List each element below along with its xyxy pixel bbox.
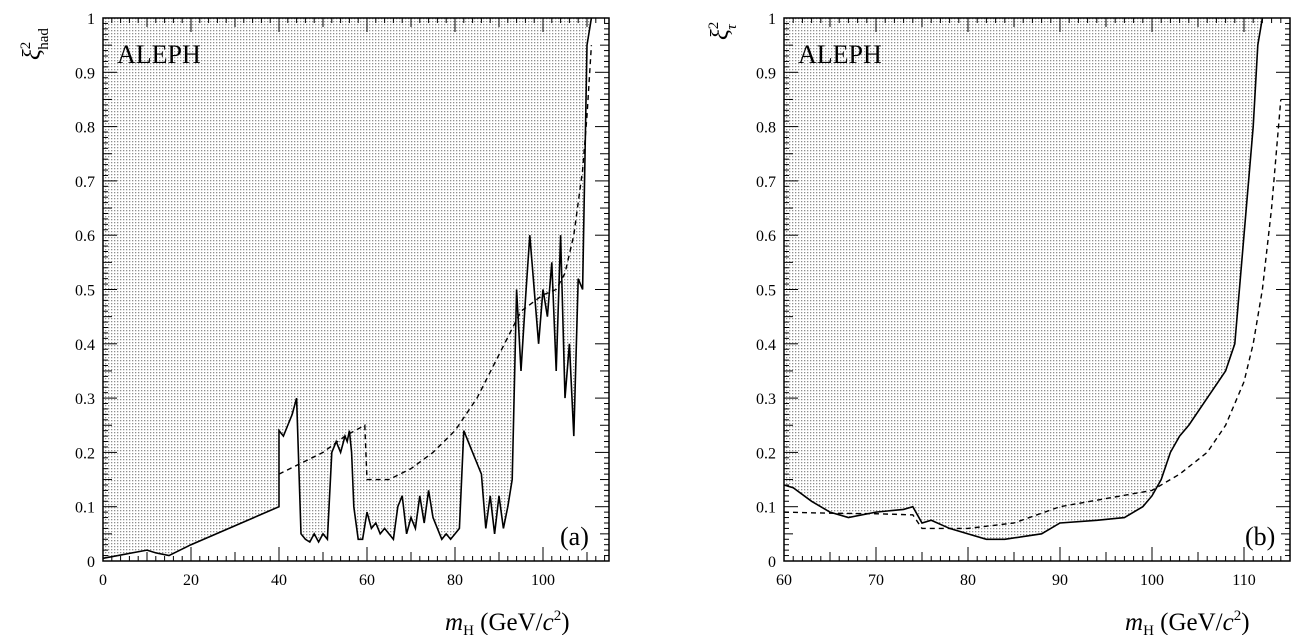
- panel-b-observed-limit-line: [783, 17, 1264, 541]
- x-tick-label: 40: [271, 572, 287, 589]
- y-tick-label: 0.2: [756, 445, 776, 462]
- x-tick-label: 70: [868, 572, 884, 589]
- panel-a-excluded-region: [103, 18, 592, 559]
- panel-b-x-axis-title: mH (GeV/c2): [1125, 608, 1250, 635]
- y-tick-label: 0.8: [756, 120, 776, 137]
- y-tick-label: 0.5: [756, 283, 776, 300]
- y-tick-label: 0.3: [756, 391, 776, 408]
- y-tick-label: 0.3: [75, 391, 95, 408]
- x-tick-label: 60: [359, 572, 375, 589]
- y-tick-label: 0.6: [756, 228, 776, 245]
- x-tick-label: 100: [1140, 572, 1164, 589]
- y-tick-label: 0.4: [75, 337, 95, 354]
- y-tick-label: 0.7: [756, 174, 776, 191]
- y-tick-label: 1: [87, 11, 95, 28]
- panel-a-ticks: 0 0.1 0.2 0.3 0.4 0.5 0.6 0.7 0.8 0.9 1 0 20 40 60 80 10…: [75, 11, 609, 589]
- y-tick-label: 1: [768, 11, 776, 28]
- y-tick-label: 0: [768, 554, 776, 571]
- y-tick-label: 0.9: [75, 65, 95, 82]
- x-tick-label: 0: [99, 572, 107, 589]
- panel-a-x-axis-title: mH (GeV/c2): [445, 608, 570, 635]
- x-tick-label: 100: [531, 572, 555, 589]
- y-tick-label: 0.8: [75, 120, 95, 137]
- panel-b-y-axis-title: ξ2 τ: [706, 22, 740, 40]
- x-tick-label: 80: [960, 572, 976, 589]
- x-tick-label: 90: [1052, 572, 1068, 589]
- panel-a-panel-label: (a): [560, 522, 589, 551]
- y-tick-label: 0: [87, 554, 95, 571]
- y-tick-label: 0.5: [75, 283, 95, 300]
- panel-b-experiment-label: ALEPH: [798, 40, 882, 69]
- panel-b: 0 0.1 0.2 0.3 0.4 0.5 0.6 0.7 0.8 0.9 1 60 70 80 90 100…: [706, 11, 1291, 635]
- panel-a-observed-limit-line: [102, 17, 593, 560]
- panel-b-panel-label: (b): [1245, 522, 1275, 551]
- panel-a-experiment-label: ALEPH: [117, 40, 201, 69]
- panel-a-y-axis-title: ξ2 had: [18, 28, 52, 60]
- y-tick-label: 0.6: [75, 228, 95, 245]
- x-tick-label: 80: [447, 572, 463, 589]
- panel-a: 0 0.1 0.2 0.3 0.4 0.5 0.6 0.7 0.8 0.9 1 0 20 40 60 80 10…: [18, 11, 610, 635]
- y-tick-label: 0.4: [756, 337, 776, 354]
- x-tick-label: 60: [776, 572, 792, 589]
- panel-a-expected-limit-line: [278, 45, 593, 481]
- panel-b-ticks: 0 0.1 0.2 0.3 0.4 0.5 0.6 0.7 0.8 0.9 1 60 70 80 90 100…: [756, 11, 1291, 589]
- x-tick-label: 110: [1232, 572, 1255, 589]
- y-tick-label: 0.1: [75, 500, 95, 517]
- y-tick-label: 0.1: [756, 500, 776, 517]
- y-tick-label: 0.9: [756, 65, 776, 82]
- y-tick-label: 0.7: [75, 174, 95, 191]
- x-tick-label: 20: [183, 572, 199, 589]
- panel-b-excluded-region: [784, 18, 1263, 540]
- y-tick-label: 0.2: [75, 445, 95, 462]
